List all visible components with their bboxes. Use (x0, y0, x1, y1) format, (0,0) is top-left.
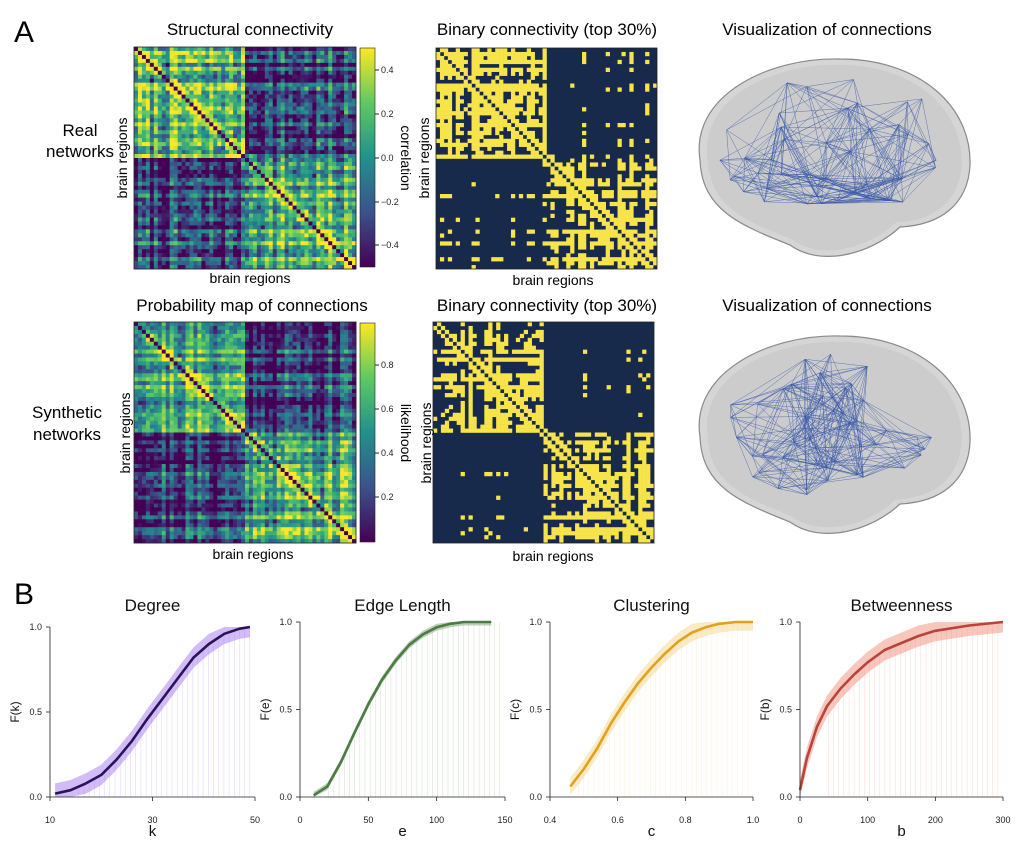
colorbar-tick: 0.8 (381, 360, 394, 370)
binary-ylabel-real: brain regions (416, 118, 432, 199)
row-label-synthetic-line1: Synthetic (32, 403, 102, 422)
y-tick-label: 1.0 (29, 622, 42, 632)
y-tick-label: 0.5 (29, 707, 42, 717)
brain-connections-synthetic (698, 335, 971, 534)
binary-ylabel-synthetic: brain regions (418, 403, 434, 484)
clustering-chart: 0.4 0.6 0.8 1.0 0.0 0.5 1.0 Clustering c F(c) (508, 596, 759, 840)
y-tick-label: 0.0 (29, 792, 42, 802)
chart-title: Edge Length (354, 596, 450, 615)
y-tick-label: 0.0 (279, 792, 292, 802)
x-tick-label: 50 (250, 815, 260, 825)
colorbar-tick: 0.2 (381, 492, 394, 502)
x-tick-label: 10 (45, 815, 55, 825)
y-tick-label: 1.0 (529, 617, 542, 627)
x-tick-label: 0 (297, 815, 302, 825)
colorbar-tick: 0.0 (381, 153, 394, 163)
y-axis-label: F(c) (508, 699, 522, 720)
colorbar-tick: 0.4 (381, 65, 394, 75)
x-axis-label: e (398, 823, 406, 840)
binary-xlabel-real: brain regions (513, 272, 594, 288)
y-tick-label: 1.0 (279, 617, 292, 627)
brain-connections-real (698, 58, 971, 257)
brain-title-synthetic: Visualization of connections (722, 296, 932, 315)
brain-title-real: Visualization of connections (722, 20, 932, 39)
binary-connectivity-synthetic (433, 322, 655, 544)
chart-title: Degree (125, 596, 181, 615)
x-axis-label: c (648, 823, 656, 840)
binary-xlabel-synthetic: brain regions (513, 548, 594, 564)
matrix-xlabel-synthetic: brain regions (213, 546, 294, 562)
y-tick-label: 1.0 (779, 617, 792, 627)
chart-title: Clustering (613, 596, 690, 615)
x-tick-label: 100 (429, 815, 444, 825)
row-label-real-line2: networks (46, 142, 114, 161)
chart-title: Betweenness (850, 596, 952, 615)
matrix-ylabel-real: brain regions (114, 118, 130, 199)
binary-title-synthetic: Binary connectivity (top 30%) (437, 296, 657, 315)
y-tick-label: 0.0 (529, 792, 542, 802)
colorbar-ticks-synthetic: 0.8 0.6 0.4 0.2 (375, 360, 394, 502)
panel-b-letter: B (14, 578, 34, 611)
colorbar-real (359, 47, 376, 268)
y-tick-label: 0.5 (279, 705, 292, 715)
row-label-real-line1: Real (63, 121, 98, 140)
row-label-synthetic-line2: networks (33, 425, 101, 444)
y-axis-label: F(b) (758, 699, 772, 721)
colorbar-label-synthetic: likelihood (398, 404, 414, 462)
x-tick-label: 0.6 (611, 815, 624, 825)
matrix-title-synthetic: Probability map of connections (136, 296, 368, 315)
binary-title-real: Binary connectivity (top 30%) (437, 20, 657, 39)
x-tick-label: 0.8 (679, 815, 692, 825)
x-tick-label: 50 (363, 815, 373, 825)
degree-chart: 10 30 50 0.0 0.5 1.0 Degree k F(k) (8, 596, 260, 840)
x-tick-label: 0.4 (544, 815, 557, 825)
edge-length-chart: 0 50 100 150 0.0 0.5 1.0 Edge Length e F(e) (258, 596, 513, 840)
panel-a-letter: A (14, 16, 34, 49)
colorbar-synthetic (359, 322, 376, 543)
colorbar-tick: 0.2 (381, 109, 394, 119)
colorbar-tick: −0.2 (381, 197, 399, 207)
matrix-xlabel-real: brain regions (210, 270, 291, 286)
x-tick-label: 150 (497, 815, 512, 825)
y-axis-label: F(k) (8, 701, 22, 722)
y-tick-label: 0.5 (779, 705, 792, 715)
betweenness-chart: 0 100 200 300 0.0 0.5 1.0 Betweenness b F(b) (758, 596, 1011, 840)
x-tick-label: 0 (797, 815, 802, 825)
probability-map-heatmap (134, 322, 357, 544)
x-axis-label: k (149, 823, 157, 840)
row-label-real: Real networks (46, 121, 114, 161)
x-tick-label: 1.0 (747, 815, 760, 825)
structural-connectivity-heatmap (134, 47, 357, 270)
colorbar-tick: −0.4 (381, 240, 399, 250)
y-axis-label: F(e) (258, 699, 272, 721)
y-tick-label: 0.5 (529, 705, 542, 715)
matrix-title-real: Structural connectivity (167, 20, 334, 39)
colorbar-tick: 0.6 (381, 404, 394, 414)
colorbar-label-real: correlation (398, 125, 414, 190)
x-tick-label: 30 (147, 815, 157, 825)
colorbar-tick: 0.4 (381, 448, 394, 458)
binary-connectivity-real (436, 48, 658, 270)
x-tick-label: 300 (995, 815, 1010, 825)
row-label-synthetic: Synthetic networks (32, 403, 102, 444)
x-tick-label: 200 (928, 815, 943, 825)
colorbar-ticks-real: 0.4 0.2 0.0 −0.2 −0.4 (375, 65, 399, 250)
y-tick-label: 0.0 (779, 792, 792, 802)
matrix-ylabel-synthetic: brain regions (117, 393, 133, 474)
x-tick-label: 100 (860, 815, 875, 825)
x-axis-label: b (897, 823, 905, 840)
